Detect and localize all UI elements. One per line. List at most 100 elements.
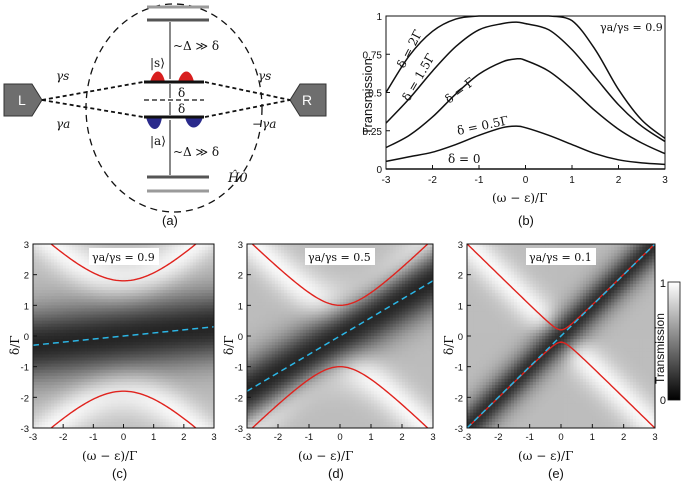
heatmap-cell xyxy=(198,317,203,322)
heatmap-cell xyxy=(114,412,119,417)
heatmap-cell xyxy=(171,311,176,316)
heatmap-cell xyxy=(259,382,264,386)
heatmap-cell xyxy=(290,311,295,316)
heatmap-cell xyxy=(69,302,73,306)
heatmap-cell xyxy=(262,280,267,285)
heatmap-cell xyxy=(150,406,155,411)
heatmap-cell xyxy=(192,302,197,306)
heatmap-cell xyxy=(250,290,254,294)
heatmap-cell xyxy=(126,342,131,346)
heatmap-cell xyxy=(39,296,43,300)
heatmap-cell xyxy=(253,329,257,334)
heatmap-cell xyxy=(274,348,279,352)
heatmap-cell xyxy=(69,342,73,346)
heatmap-cell xyxy=(138,372,143,377)
heatmap-cell xyxy=(78,299,82,303)
heatmap-cell xyxy=(42,372,46,377)
heatmap-cell xyxy=(96,394,100,398)
heatmap-cell xyxy=(108,280,113,285)
heatmap-cell xyxy=(186,403,191,408)
heatmap-cell xyxy=(281,385,285,389)
heatmap-cell xyxy=(210,253,214,257)
heatmap-cell xyxy=(293,375,298,380)
heatmap-cell xyxy=(51,283,55,288)
heatmap-cell xyxy=(108,415,113,420)
heatmap-cell xyxy=(63,299,67,303)
heatmap-cell xyxy=(87,305,91,309)
heatmap-cell xyxy=(156,320,161,325)
heatmap-cell xyxy=(75,247,79,251)
heatmap-cell xyxy=(201,271,206,276)
heatmap-cell xyxy=(247,286,251,291)
heatmap-cell xyxy=(39,418,43,423)
heatmap-cell xyxy=(54,299,58,303)
heatmap-cell xyxy=(296,375,301,380)
heatmap-cell xyxy=(36,247,40,251)
heatmap-cell xyxy=(302,354,307,359)
heatmap-cell xyxy=(153,375,158,380)
heatmap-cell xyxy=(141,400,146,405)
heatmap-cell xyxy=(204,302,209,306)
heatmap-cell xyxy=(69,265,73,270)
heatmap-cell xyxy=(96,332,100,337)
heatmap-cell xyxy=(195,345,200,349)
heatmap-cell xyxy=(281,308,285,313)
heatmap-cell xyxy=(108,397,113,401)
heatmap-cell xyxy=(281,415,285,420)
heatmap-cell xyxy=(198,421,203,426)
heatmap-cell xyxy=(309,345,313,349)
heatmap-cell xyxy=(253,293,257,297)
heatmap-cell xyxy=(159,296,164,300)
heatmap-cell xyxy=(147,274,152,279)
heatmap-cell xyxy=(268,366,273,371)
heatmap-cell xyxy=(138,290,143,294)
heatmap-cell xyxy=(259,354,264,359)
heatmap-cell xyxy=(72,271,76,276)
heatmap-cell xyxy=(207,345,212,349)
heatmap-cell xyxy=(247,250,251,254)
ytick-label: 3 xyxy=(24,240,29,251)
heatmap-cell xyxy=(247,265,251,270)
heatmap-cell xyxy=(60,421,64,426)
heatmap-cell xyxy=(265,382,270,386)
heatmap-cell xyxy=(138,265,143,270)
heatmap-cell xyxy=(293,415,298,420)
heatmap-cell xyxy=(189,250,194,254)
heatmap-cell xyxy=(162,320,167,325)
heatmap-cell xyxy=(48,348,52,352)
heatmap-cell xyxy=(192,345,197,349)
heatmap-cell xyxy=(189,311,194,316)
heatmap-cell xyxy=(290,262,295,267)
heatmap-cell xyxy=(299,363,304,368)
heatmap-cell xyxy=(302,394,307,398)
heatmap-cell xyxy=(174,366,179,371)
heatmap-cell xyxy=(293,262,298,267)
heatmap-cell xyxy=(174,283,179,288)
heatmap-cell xyxy=(135,415,140,420)
heatmap-cell xyxy=(162,259,167,263)
heatmap-cell xyxy=(284,250,288,254)
heatmap-cell xyxy=(57,299,61,303)
heatmap-cell xyxy=(51,332,55,337)
heatmap-cell xyxy=(309,336,313,340)
heatmap-cell xyxy=(99,403,103,408)
heatmap-cell xyxy=(281,290,285,294)
heatmap-cell xyxy=(81,357,85,362)
heatmap-cell xyxy=(123,305,128,309)
heatmap-cell xyxy=(84,397,88,401)
heatmap-cell xyxy=(72,286,76,291)
heatmap-cell xyxy=(189,268,194,273)
heatmap-cell xyxy=(156,326,161,331)
heatmap-cell xyxy=(129,302,134,306)
heatmap-cell xyxy=(259,265,264,270)
heatmap-cell xyxy=(210,293,214,297)
heatmap-cell xyxy=(296,256,301,260)
heatmap-cell xyxy=(99,280,103,285)
heatmap-cell xyxy=(174,317,179,322)
heatmap-cell xyxy=(259,348,264,352)
heatmap-cell xyxy=(256,342,260,346)
heatmap-cell xyxy=(271,244,276,248)
heatmap-cell xyxy=(290,403,295,408)
heatmap-cell xyxy=(33,259,37,263)
heatmap-cell xyxy=(201,415,206,420)
